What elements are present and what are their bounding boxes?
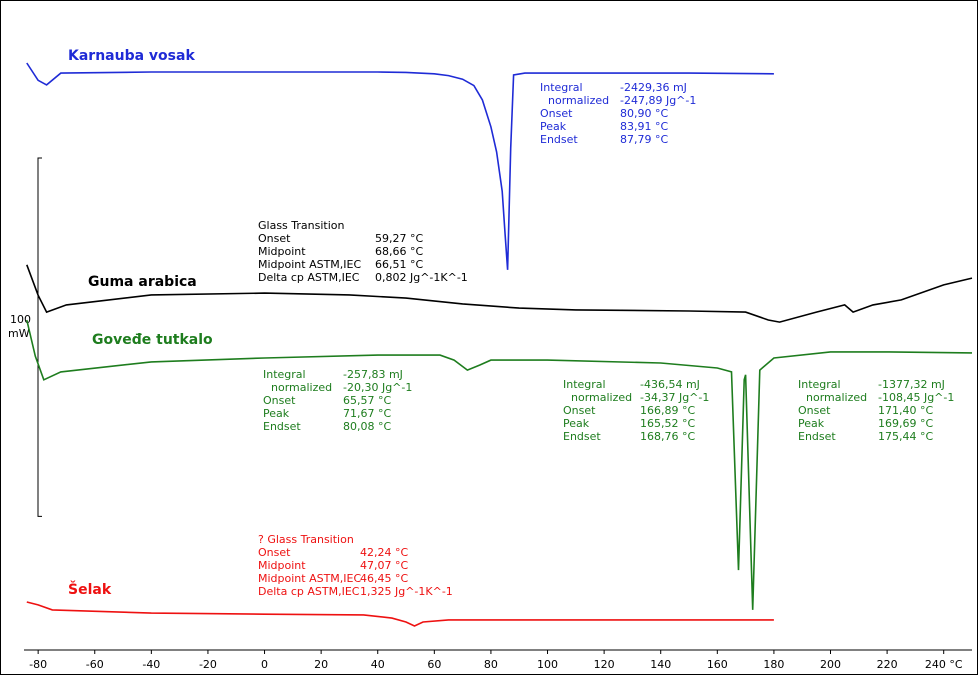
annotation-label: Integral <box>263 368 306 381</box>
x-tick-label: 60 <box>427 658 441 671</box>
x-tick-label: 120 <box>594 658 615 671</box>
curve <box>26 264 973 323</box>
annotation-value: 47,07 °C <box>360 559 408 572</box>
x-tick-label: -80 <box>29 658 47 671</box>
annotation-label: Integral <box>563 378 606 391</box>
annotation-label: Midpoint ASTM,IEC <box>258 572 361 585</box>
annotation-title: Glass Transition <box>258 219 345 232</box>
annotation-label: normalized <box>271 381 332 394</box>
annotation-value: -257,83 mJ <box>343 368 403 381</box>
annotation-label: Integral <box>798 378 841 391</box>
annotation-value: 80,90 °C <box>620 107 668 120</box>
x-tick-label: 140 <box>650 658 671 671</box>
annotation-value: 71,67 °C <box>343 407 391 420</box>
curve <box>26 319 973 610</box>
x-tick-label: -20 <box>199 658 217 671</box>
annotation-value: 46,45 °C <box>360 572 408 585</box>
x-tick-label: -60 <box>86 658 104 671</box>
annotation-value: 175,44 °C <box>878 430 933 443</box>
annotation-value: -2429,36 mJ <box>620 81 687 94</box>
scale-bar <box>37 157 42 517</box>
annotation-value: 59,27 °C <box>375 232 423 245</box>
annotation-label: Onset <box>258 546 291 559</box>
x-tick-label: 0 <box>261 658 268 671</box>
series-name: Goveđe tutkalo <box>92 332 213 348</box>
annotation-label: Peak <box>263 407 290 420</box>
annotation-label: normalized <box>548 94 609 107</box>
series-name: Karnauba vosak <box>68 48 195 64</box>
annotation-value: 0,802 Jg^-1K^-1 <box>375 271 468 284</box>
annotation-value: 83,91 °C <box>620 120 668 133</box>
annotation-label: Onset <box>540 107 573 120</box>
annotation-label: Onset <box>258 232 291 245</box>
x-tick-label: 200 <box>820 658 841 671</box>
annotation-value: 42,24 °C <box>360 546 408 559</box>
annotation-label: Onset <box>798 404 831 417</box>
series-name: Šelak <box>68 580 112 598</box>
annotation-label: Delta cp ASTM,IEC <box>258 585 360 598</box>
annotation-label: Delta cp ASTM,IEC <box>258 271 360 284</box>
x-tick-label: 100 <box>537 658 558 671</box>
annotation-value: 66,51 °C <box>375 258 423 271</box>
annotation-label: normalized <box>571 391 632 404</box>
annotation-value: 68,66 °C <box>375 245 423 258</box>
annotation-value: 87,79 °C <box>620 133 668 146</box>
x-tick-label: 240 °C <box>925 658 963 671</box>
scale-bar-unit: mW <box>8 327 30 340</box>
x-tick-label: 160 <box>707 658 728 671</box>
series-name: Guma arabica <box>88 274 197 290</box>
annotation-label: Integral <box>540 81 583 94</box>
annotation-value: 165,52 °C <box>640 417 695 430</box>
annotation-title: ? Glass Transition <box>258 533 354 546</box>
x-tick-label: 20 <box>314 658 328 671</box>
annotation-label: Endset <box>798 430 836 443</box>
annotation-label: Onset <box>263 394 296 407</box>
x-tick-label: 80 <box>484 658 498 671</box>
x-tick-label: 40 <box>371 658 385 671</box>
annotation-label: Midpoint <box>258 559 306 572</box>
x-tick-label: 220 <box>877 658 898 671</box>
x-tick-label: 180 <box>763 658 784 671</box>
annotation-label: Peak <box>798 417 825 430</box>
annotation-value: 166,89 °C <box>640 404 695 417</box>
annotation-value: 80,08 °C <box>343 420 391 433</box>
annotation-label: Endset <box>563 430 601 443</box>
annotation-value: 1,325 Jg^-1K^-1 <box>360 585 453 598</box>
annotation-label: Endset <box>540 133 578 146</box>
annotation-label: Onset <box>563 404 596 417</box>
annotation-value: -20,30 Jg^-1 <box>343 381 412 394</box>
annotation-value: 168,76 °C <box>640 430 695 443</box>
annotation-value: 169,69 °C <box>878 417 933 430</box>
annotation-value: -247,89 Jg^-1 <box>620 94 696 107</box>
annotation-value: 65,57 °C <box>343 394 391 407</box>
annotation-label: normalized <box>806 391 867 404</box>
annotation-label: Peak <box>540 120 567 133</box>
annotation-label: Midpoint <box>258 245 306 258</box>
annotation-value: -34,37 Jg^-1 <box>640 391 709 404</box>
annotation-label: Midpoint ASTM,IEC <box>258 258 361 271</box>
x-tick-label: -40 <box>142 658 160 671</box>
annotation-value: 171,40 °C <box>878 404 933 417</box>
annotation-value: -436,54 mJ <box>640 378 700 391</box>
scale-bar-value: 100 <box>10 313 31 326</box>
curve <box>26 62 774 270</box>
annotation-value: -108,45 Jg^-1 <box>878 391 954 404</box>
annotation-value: -1377,32 mJ <box>878 378 945 391</box>
curve <box>26 601 774 627</box>
annotation-label: Peak <box>563 417 590 430</box>
annotation-label: Endset <box>263 420 301 433</box>
